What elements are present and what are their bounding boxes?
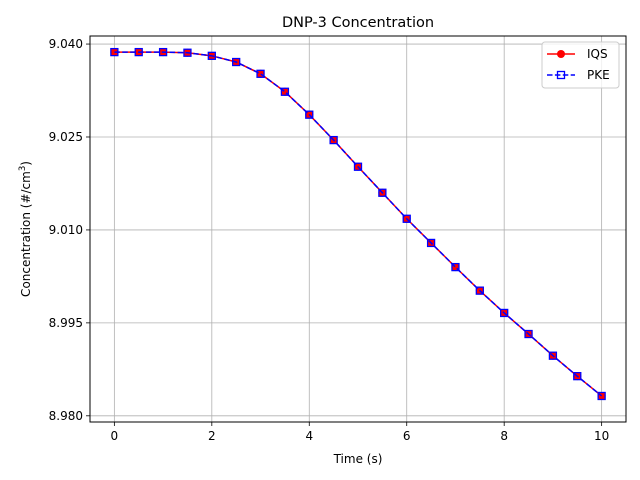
series-pke-point (451, 262, 460, 272)
x-tick-label: 0 (111, 429, 119, 443)
series-pke-point (402, 214, 411, 223)
x-tick-label: 8 (500, 429, 508, 443)
x-tick-label: 10 (594, 429, 609, 443)
x-axis-label: Time (s) (333, 452, 383, 466)
series-pke-point (110, 47, 119, 57)
series-pke-point (134, 47, 143, 57)
ticks: 0 2 4 6 8 10 8.980 8.995 9.010 9.025 9.040 (49, 37, 610, 443)
legend-pke-marker (556, 70, 566, 80)
y-tick-label: 9.010 (49, 223, 83, 237)
series-pke-point (475, 286, 484, 295)
y-axis-label: Concentration (#/cm3) (18, 161, 33, 297)
series-layer (110, 47, 606, 401)
series-pke-point (158, 47, 168, 57)
x-tick-label: 2 (208, 429, 216, 443)
series-pke-point (329, 135, 338, 145)
series-pke-point (378, 188, 387, 197)
series-pke-point (500, 308, 509, 318)
plot-frame (89, 35, 627, 423)
series-pke-point (573, 372, 582, 381)
series-pke-point (305, 110, 314, 119)
y-tick-label: 8.980 (49, 409, 83, 423)
x-tick-label: 4 (305, 429, 313, 443)
x-tick-label: 6 (403, 429, 411, 443)
y-axis-label-suffix: ) (19, 161, 33, 166)
y-axis-label-superscript: 3 (18, 166, 28, 171)
series-pke-point (280, 87, 290, 96)
y-axis-label-text: Concentration (#/cm (19, 171, 33, 297)
legend-pke-label: PKE (587, 68, 610, 82)
series-pke-point (353, 162, 363, 171)
y-tick-label: 8.995 (49, 316, 83, 330)
series-pke (110, 47, 606, 401)
legend-iqs-label: IQS (587, 47, 608, 61)
series-pke-point (183, 48, 192, 57)
series-pke-point (232, 57, 241, 67)
series-pke-point (256, 69, 265, 78)
series-pke-point (207, 51, 216, 60)
series-pke-point (426, 238, 436, 248)
series-pke-line (114, 51, 603, 397)
legend: IQS PKE (541, 41, 620, 89)
y-tick-label: 9.025 (49, 130, 83, 144)
y-tick-label: 9.040 (49, 37, 83, 51)
legend-iqs-marker (557, 50, 565, 58)
series-pke-point (524, 329, 533, 339)
chart-title: DNP-3 Concentration (282, 15, 434, 31)
grid (90, 36, 626, 422)
series-pke-point (597, 391, 606, 401)
series-pke-point (548, 351, 558, 360)
